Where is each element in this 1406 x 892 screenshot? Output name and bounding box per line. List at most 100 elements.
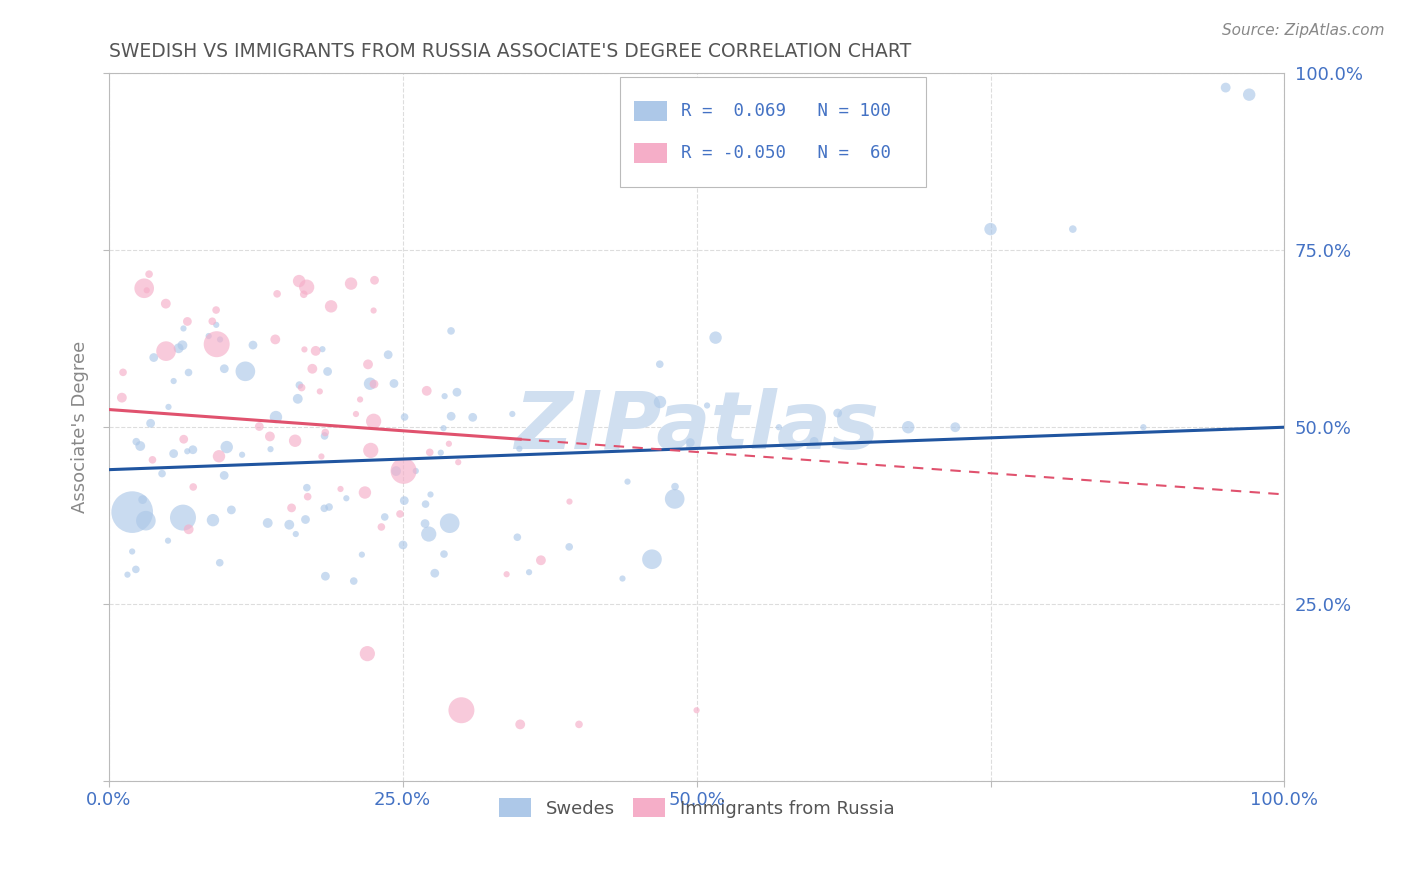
Point (377, 348, 399, 362)
Point (139, 417, 162, 431)
Point (433, 547, 456, 561)
Point (311, 450, 333, 464)
Point (419, 445, 441, 459)
Point (162, 447, 184, 461)
Point (129, 439, 152, 453)
Point (314, 569, 336, 583)
Point (311, 342, 333, 356)
Point (679, 435, 702, 450)
Point (212, 468, 235, 483)
Point (121, 505, 143, 519)
Point (704, 331, 727, 345)
Point (280, 500, 302, 515)
Point (1132, 420, 1154, 434)
Point (827, 406, 849, 420)
Point (440, 324, 463, 338)
Point (413, 516, 436, 531)
Point (558, 494, 581, 508)
Point (295, 481, 318, 495)
FancyBboxPatch shape (634, 101, 668, 120)
Point (979, 222, 1001, 236)
Point (508, 442, 530, 456)
Point (359, 376, 381, 391)
Point (181, 480, 204, 494)
Point (1062, 222, 1084, 236)
Point (943, 420, 966, 434)
Point (356, 647, 378, 661)
Point (440, 409, 463, 424)
Point (247, 419, 270, 434)
Point (394, 410, 416, 425)
Point (264, 333, 287, 347)
Point (176, 314, 198, 328)
Point (447, 455, 470, 469)
Point (416, 384, 439, 398)
Point (294, 343, 316, 357)
Point (150, 467, 173, 481)
Point (495, 567, 517, 582)
Point (1215, 80, 1237, 95)
Point (768, 420, 790, 434)
Point (363, 303, 385, 318)
Point (172, 321, 194, 335)
Point (423, 566, 446, 581)
Point (177, 522, 200, 536)
Point (205, 318, 228, 332)
Point (433, 389, 456, 403)
Point (278, 517, 301, 532)
Point (259, 429, 281, 443)
Point (517, 565, 540, 579)
Point (134, 281, 156, 295)
Point (432, 421, 454, 435)
Point (1237, 87, 1260, 102)
FancyBboxPatch shape (634, 144, 668, 163)
Point (349, 392, 371, 407)
Point (558, 540, 581, 554)
Point (314, 425, 336, 440)
Point (430, 446, 453, 460)
Point (131, 492, 153, 507)
Point (264, 410, 287, 425)
Point (357, 357, 380, 371)
Point (388, 507, 411, 521)
Point (292, 287, 315, 301)
Point (648, 395, 671, 409)
Point (259, 442, 281, 457)
Point (305, 343, 328, 358)
Point (363, 273, 385, 287)
Point (215, 440, 238, 454)
Point (439, 516, 461, 531)
Point (214, 361, 236, 376)
Point (266, 286, 288, 301)
Point (142, 351, 165, 365)
Point (288, 274, 311, 288)
Point (291, 381, 314, 395)
Point (208, 450, 231, 464)
Point (501, 407, 523, 421)
Point (125, 562, 148, 576)
Point (616, 475, 638, 489)
Point (319, 299, 342, 313)
Point (287, 392, 309, 406)
Point (208, 556, 231, 570)
Point (172, 510, 194, 524)
Y-axis label: Associate's Degree: Associate's Degree (72, 341, 89, 513)
Point (392, 538, 415, 552)
Point (221, 503, 243, 517)
Point (157, 400, 180, 414)
Point (461, 410, 484, 425)
Point (135, 514, 157, 528)
Point (405, 464, 427, 478)
Point (415, 497, 437, 511)
Text: ZIPatlas: ZIPatlas (515, 388, 879, 467)
Point (803, 434, 825, 449)
Point (897, 420, 920, 434)
Point (344, 407, 367, 421)
Point (392, 464, 415, 478)
Point (205, 337, 228, 351)
FancyBboxPatch shape (620, 77, 925, 186)
Point (363, 414, 385, 428)
Point (506, 530, 529, 544)
Point (612, 572, 634, 586)
Point (360, 443, 382, 458)
